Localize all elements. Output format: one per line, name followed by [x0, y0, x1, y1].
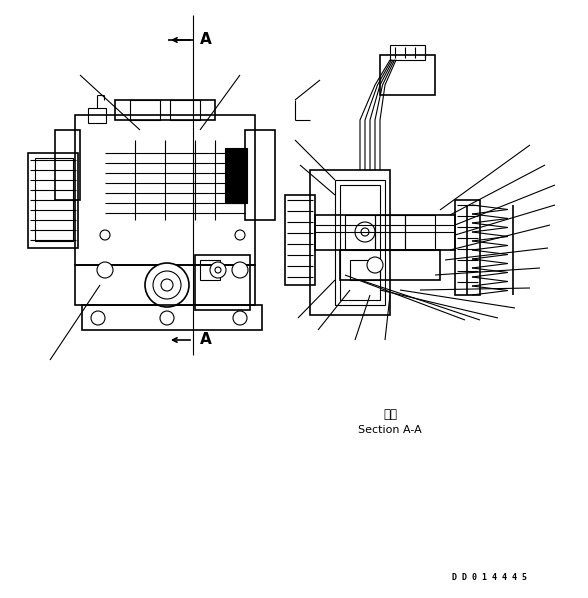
Circle shape [215, 267, 221, 273]
Bar [130, 100, 160, 120]
Bar [195, 255, 250, 310]
Bar [315, 215, 455, 250]
Bar [170, 100, 200, 120]
Text: Section A-A: Section A-A [358, 425, 422, 435]
Circle shape [355, 222, 375, 242]
Circle shape [361, 228, 369, 236]
Bar [75, 115, 255, 265]
Bar [455, 200, 480, 295]
Bar [405, 215, 435, 250]
Circle shape [97, 262, 113, 278]
Bar [35, 158, 73, 241]
Circle shape [232, 262, 248, 278]
Bar [28, 153, 78, 248]
Circle shape [233, 311, 247, 325]
Circle shape [145, 263, 189, 307]
Bar [75, 265, 255, 305]
Circle shape [210, 262, 226, 278]
Bar [82, 305, 262, 330]
Bar [350, 260, 380, 280]
Bar [88, 108, 106, 123]
Bar [340, 250, 440, 280]
Bar [310, 170, 390, 315]
Bar [380, 55, 435, 95]
Circle shape [91, 311, 105, 325]
Bar [245, 130, 275, 220]
Bar [285, 195, 315, 285]
Circle shape [153, 271, 181, 299]
Bar [225, 148, 247, 203]
Bar [115, 100, 215, 120]
Text: A: A [200, 32, 212, 47]
Circle shape [235, 230, 245, 240]
Circle shape [100, 230, 110, 240]
Bar [340, 185, 380, 300]
Bar [375, 215, 405, 250]
Bar [200, 260, 220, 280]
Bar [335, 180, 385, 305]
Bar [345, 215, 375, 250]
Text: 断面: 断面 [383, 408, 397, 422]
Circle shape [160, 311, 174, 325]
Circle shape [161, 279, 173, 291]
Text: A: A [200, 332, 212, 347]
Text: D D 0 1 4 4 4 5: D D 0 1 4 4 4 5 [453, 573, 527, 582]
Bar [55, 130, 80, 200]
Circle shape [367, 257, 383, 273]
Bar [390, 45, 425, 60]
